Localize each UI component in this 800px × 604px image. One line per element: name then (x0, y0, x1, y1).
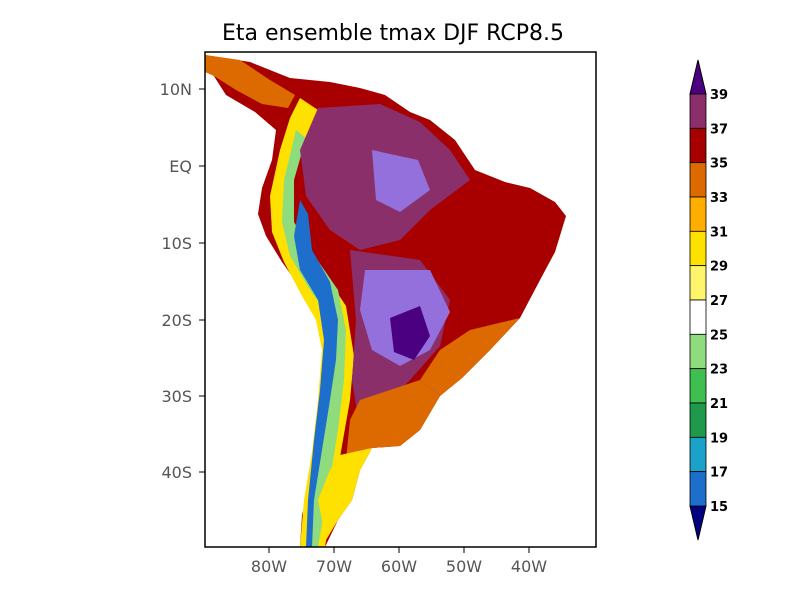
colorbar-over-triangle (689, 59, 707, 95)
colorbar-label: 33 (710, 191, 728, 206)
lon-tick-label: 80W (251, 557, 287, 576)
patagonia-zone (318, 448, 372, 540)
lon-tick-label: 60W (381, 557, 417, 576)
colorbar-segment (689, 162, 707, 198)
colorbar-segment (689, 436, 707, 473)
map-title: Eta ensemble tmax DJF RCP8.5 (222, 21, 564, 46)
colorbar-label: 15 (710, 500, 728, 515)
colorbar-segment (689, 299, 707, 335)
latitude-axis: 10N EQ 10S 20S 30S 40S (160, 80, 205, 482)
colorbar-label: 37 (710, 122, 728, 137)
lat-tick-label: 10N (160, 80, 192, 99)
se-brazil-zone (420, 318, 520, 396)
colorbar-label: 23 (710, 363, 728, 378)
colorbar-segment (689, 93, 707, 129)
map-frame (204, 51, 597, 548)
colorbar-label: 21 (710, 397, 728, 412)
colorbar-segment (689, 230, 707, 267)
lat-tick-label: 20S (161, 311, 192, 330)
colorbar-segment (689, 402, 707, 438)
colorbar-label: 27 (710, 294, 728, 309)
pampas-zone (346, 380, 440, 470)
andes-peak-zone (294, 200, 338, 547)
lat-tick-label: EQ (169, 157, 192, 176)
lon-tick-label: 40W (511, 557, 547, 576)
colorbar-label: 35 (710, 157, 728, 172)
colorbar-segment (689, 333, 707, 370)
lat-tick-label: 40S (161, 463, 192, 482)
amazon-hotter-zone (372, 150, 430, 212)
chaco-hottest-zone (390, 306, 430, 360)
map-panel (204, 51, 597, 548)
colorbar-label: 17 (710, 466, 728, 481)
colorbar-label: 31 (710, 225, 728, 240)
longitude-axis: 80W 70W 60W 50W 40W (251, 547, 547, 576)
lat-tick-label: 30S (161, 387, 192, 406)
colorbar-segment (689, 265, 707, 301)
colorbar: 39 37 35 33 31 29 27 25 23 21 19 17 15 (689, 59, 728, 541)
colorbar-segment (689, 127, 707, 164)
colorbar-segment (689, 196, 707, 232)
lon-tick-label: 70W (316, 557, 352, 576)
temperature-field (205, 55, 566, 547)
colorbar-label: 25 (710, 328, 728, 343)
colorbar-under-triangle (689, 505, 707, 541)
lat-tick-label: 10S (161, 234, 192, 253)
central-america (205, 55, 295, 108)
colorbar-label: 29 (710, 260, 728, 275)
colorbar-label: 39 (710, 88, 728, 103)
colorbar-label: 19 (710, 431, 728, 446)
colorbar-segment (689, 471, 707, 507)
colorbar-segment (689, 368, 707, 404)
lon-tick-label: 50W (446, 557, 482, 576)
